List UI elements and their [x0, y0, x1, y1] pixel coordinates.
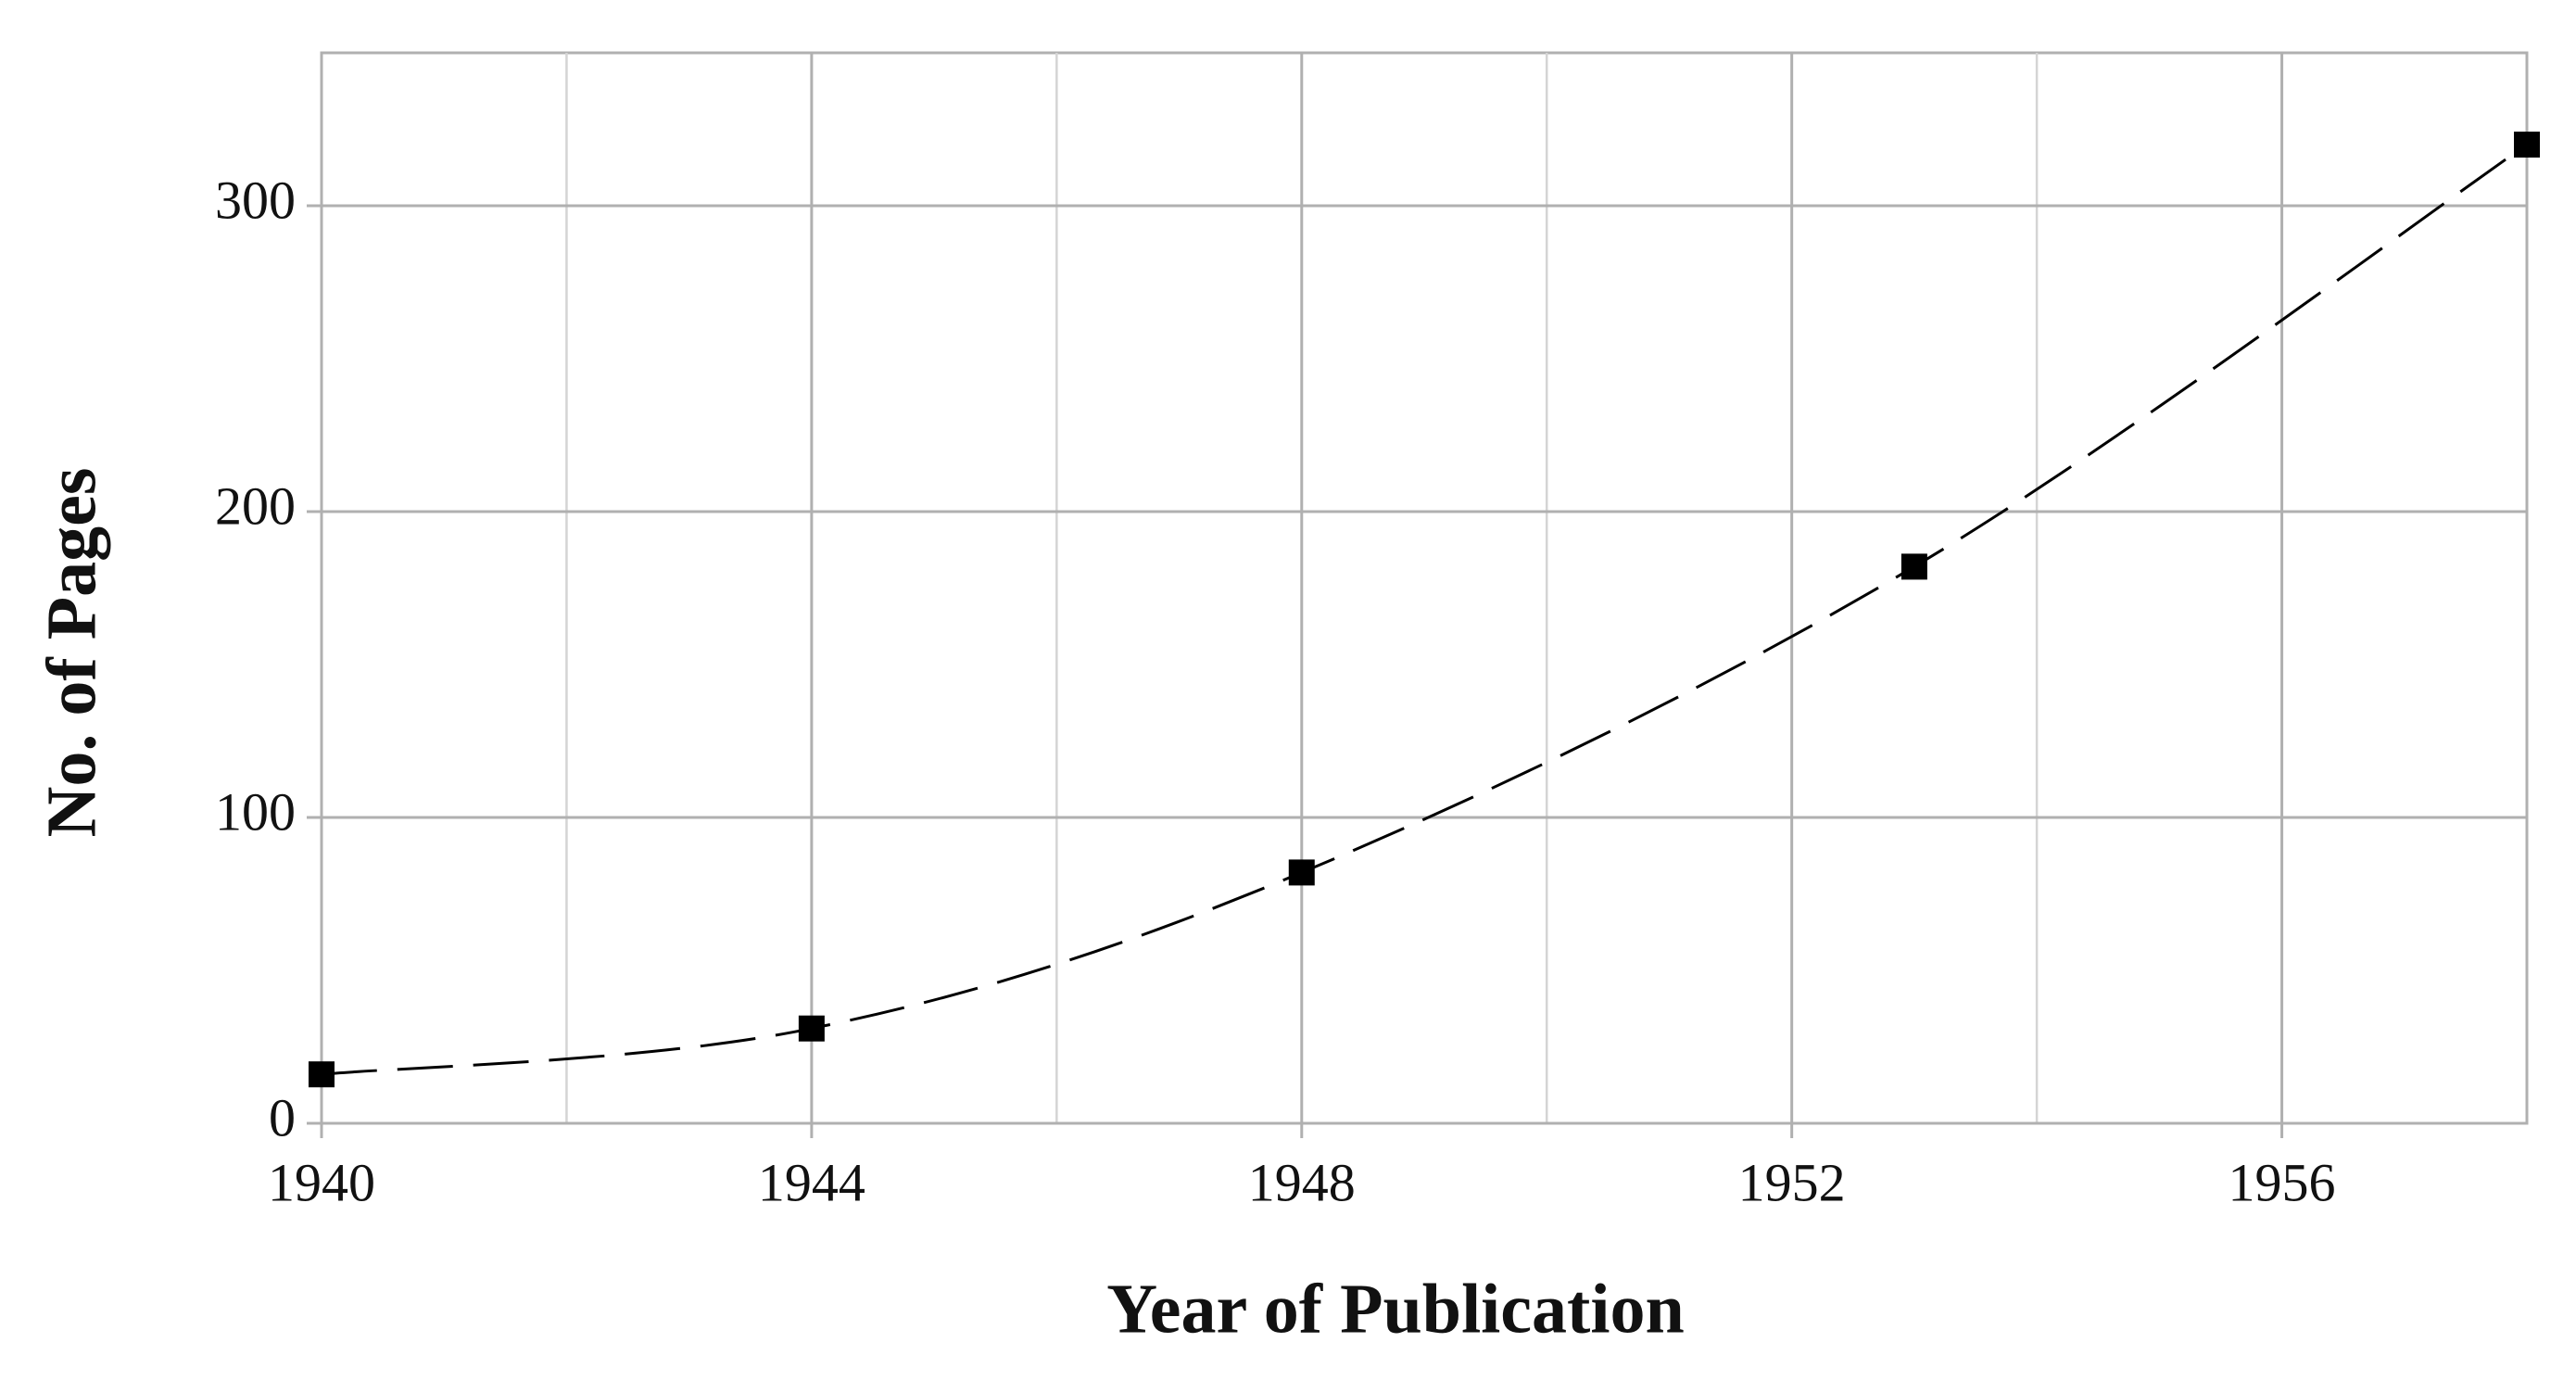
x-tick-label: 1956 [2229, 1152, 2336, 1212]
y-tick-label: 200 [215, 475, 296, 536]
data-point [798, 1015, 825, 1042]
plot-frame [320, 51, 2529, 1125]
x-tick-label: 1940 [268, 1152, 375, 1212]
y-axis-title: No. of Pages [32, 468, 110, 838]
x-tick-label: 1944 [758, 1152, 865, 1212]
y-tick-label: 300 [215, 170, 296, 230]
x-tick-label: 1948 [1248, 1152, 1356, 1212]
data-point [309, 1061, 335, 1088]
data-point [1900, 553, 1927, 580]
y-tick-label: 0 [269, 1087, 296, 1147]
data-point [2514, 132, 2540, 158]
data-point [1288, 859, 1315, 886]
x-axis-title: Year of Publication [1106, 1270, 1684, 1348]
x-tick-label: 1952 [1738, 1152, 1846, 1212]
data-line [321, 143, 2528, 1076]
y-tick-label: 100 [215, 781, 296, 842]
